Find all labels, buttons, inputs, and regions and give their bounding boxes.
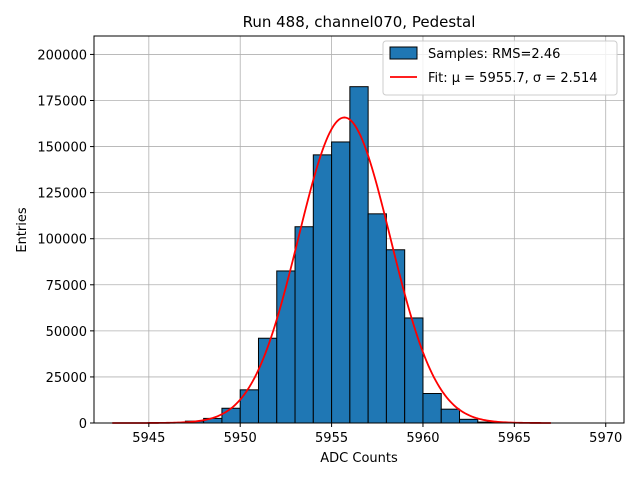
legend-swatch-samples xyxy=(389,46,418,60)
y-axis-ticks: 0 25000 50000 75000 100000 125000 150000 175000… xyxy=(37,48,94,432)
histogram-bar xyxy=(459,418,479,424)
y-tick-label: 175000 xyxy=(37,95,87,110)
x-tick-label: 5950 xyxy=(224,431,257,446)
x-tick-label: 5965 xyxy=(498,431,531,446)
x-tick-label: 5945 xyxy=(132,431,165,446)
x-tick-label: 5970 xyxy=(589,431,622,446)
fit-curve-layer xyxy=(112,116,551,424)
gaussian-fit-curve xyxy=(112,116,551,424)
y-tick-label: 25000 xyxy=(46,371,87,386)
y-tick-label: 50000 xyxy=(46,325,87,340)
x-tick-label: 5960 xyxy=(406,431,439,446)
histogram-bar xyxy=(404,317,424,424)
y-axis-label: Entries xyxy=(15,207,30,253)
histogram-bar xyxy=(440,408,461,424)
histogram-bar xyxy=(257,337,278,424)
legend-label-samples: Samples: RMS=2.46 xyxy=(428,47,560,62)
histogram-bar xyxy=(294,226,314,424)
histogram-bar xyxy=(422,393,442,424)
histogram-bars xyxy=(184,86,497,424)
legend: Samples: RMS=2.46 Fit: μ = 5955.7, σ = 2… xyxy=(382,40,618,96)
chart-title: Run 488, channel070, Pedestal xyxy=(243,13,476,31)
x-axis-ticks: 5945 5950 5955 5960 5965 5970 xyxy=(132,423,622,446)
histogram-bar xyxy=(331,141,351,424)
histogram-bar xyxy=(385,249,406,424)
legend-box xyxy=(382,40,618,96)
histogram-bar xyxy=(221,407,241,424)
x-tick-label: 5955 xyxy=(315,431,348,446)
y-tick-label: 200000 xyxy=(37,48,87,63)
legend-label-fit: Fit: μ = 5955.7, σ = 2.514 xyxy=(428,71,598,86)
y-tick-label: 75000 xyxy=(46,279,87,294)
y-tick-label: 125000 xyxy=(37,187,87,202)
y-tick-label: 0 xyxy=(79,417,87,432)
y-tick-label: 100000 xyxy=(37,233,87,248)
histogram-bar xyxy=(312,154,333,424)
histogram-bar xyxy=(349,86,369,424)
histogram-bar xyxy=(276,270,296,424)
plot-frame xyxy=(93,35,625,424)
y-tick-label: 150000 xyxy=(37,141,87,156)
x-axis-label: ADC Counts xyxy=(320,451,398,466)
histogram-bar xyxy=(367,213,387,424)
